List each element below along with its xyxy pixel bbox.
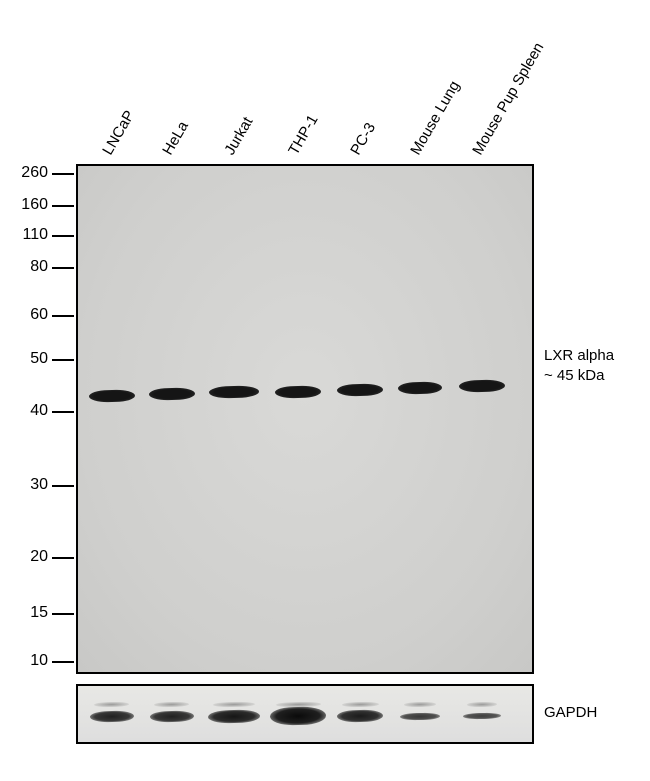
target-protein-name: LXR alpha xyxy=(544,346,614,366)
target-protein-size: ~ 45 kDa xyxy=(544,366,614,386)
mw-tick xyxy=(52,613,74,615)
mw-tick xyxy=(52,267,74,269)
gapdh-band xyxy=(400,712,440,720)
mw-label: 260 xyxy=(21,164,48,182)
mw-label: 15 xyxy=(30,604,48,622)
mw-label: 110 xyxy=(22,226,48,244)
mw-label: 80 xyxy=(30,258,48,276)
lane-label: LNCaP xyxy=(99,108,138,158)
lane-label: HeLa xyxy=(159,118,192,158)
mw-tick xyxy=(52,661,74,663)
mw-label: 20 xyxy=(30,548,48,566)
mw-tick xyxy=(52,411,74,413)
target-protein-label: LXR alpha ~ 45 kDa xyxy=(544,346,614,387)
mw-tick xyxy=(52,235,74,237)
loading-control-label: GAPDH xyxy=(544,704,597,721)
gapdh-blot-panel xyxy=(76,684,534,744)
main-blot-panel xyxy=(76,164,534,674)
gapdh-band xyxy=(208,709,260,723)
gapdh-band xyxy=(150,710,194,722)
mw-tick xyxy=(52,173,74,175)
mw-tick xyxy=(52,359,74,361)
mw-label: 30 xyxy=(30,476,48,494)
lane-label: Mouse Lung xyxy=(407,78,463,158)
mw-label: 50 xyxy=(30,350,48,368)
western-blot-figure: LNCaP HeLa Jurkat THP-1 PC-3 Mouse LungMouse … xyxy=(0,0,650,781)
lane-label: Jurkat xyxy=(221,114,256,158)
mw-label: 60 xyxy=(30,306,48,324)
mw-tick xyxy=(52,485,74,487)
mw-tick xyxy=(52,557,74,559)
mw-label: 40 xyxy=(30,402,48,420)
lane-label: THP-1 xyxy=(285,112,321,158)
mw-tick xyxy=(52,205,74,207)
mw-label: 10 xyxy=(30,652,48,670)
main-blot-background xyxy=(78,166,532,672)
lane-label: PC-3 xyxy=(347,120,379,158)
mw-label: 160 xyxy=(21,196,48,214)
lane-label: Mouse Pup Spleen xyxy=(469,40,547,158)
mw-tick xyxy=(52,315,74,317)
gapdh-band xyxy=(90,710,134,722)
